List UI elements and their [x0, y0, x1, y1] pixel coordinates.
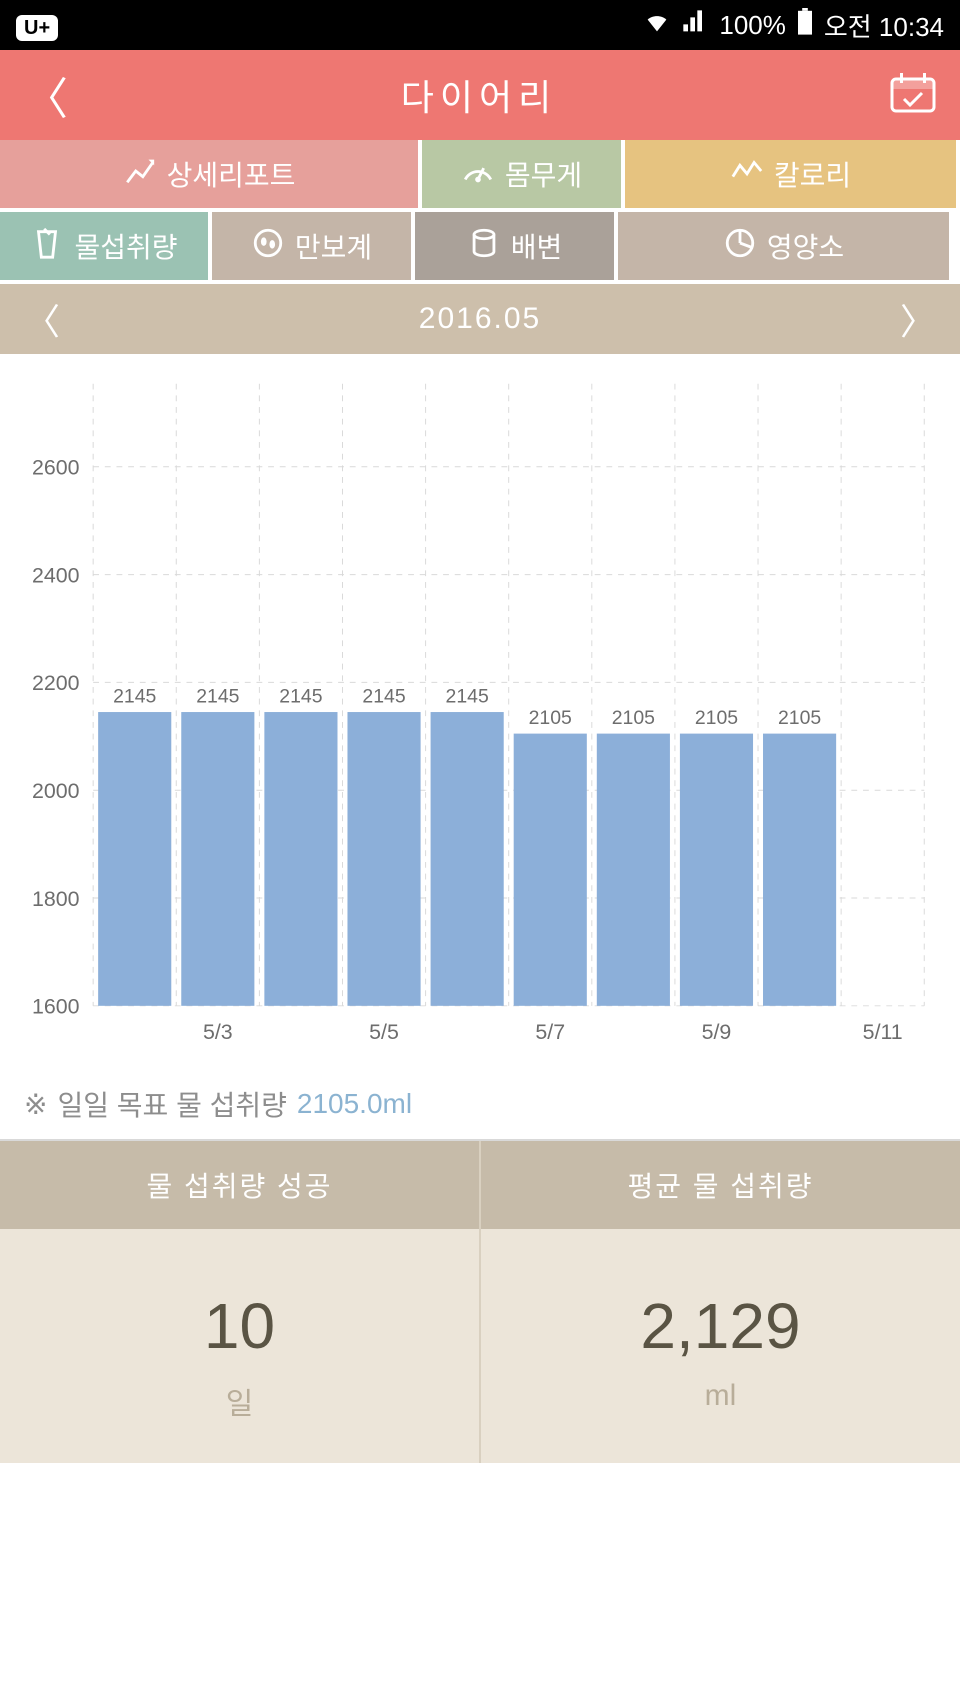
water-intake-chart: 1600 1800 2000 2200 2400 2600 2145 2145 2145 2145… [0, 354, 960, 1069]
svg-text:5/11: 5/11 [863, 1020, 903, 1044]
svg-text:2105: 2105 [695, 707, 738, 729]
tab-row-1: 상세리포트 몸무게 칼로리 [0, 140, 960, 208]
tab-label: 몸무게 [505, 154, 582, 194]
summary-row: 물 섭취량 성공 10 일 평균 물 섭취량 2,129 ml [0, 1141, 960, 1463]
water-icon [30, 226, 64, 267]
tab-metric-0[interactable]: 물섭취량 [0, 212, 208, 280]
android-status-bar: U+ 100% 오전 10:34 [0, 0, 960, 50]
svg-text:5/5: 5/5 [369, 1020, 399, 1044]
battery-percent: 100% [719, 10, 786, 41]
chart-svg: 1600 1800 2000 2200 2400 2600 2145 2145 2145 2145… [12, 374, 950, 1069]
summary-success-days: 물 섭취량 성공 10 일 [0, 1141, 479, 1463]
summary-avg-title: 평균 물 섭취량 [481, 1141, 960, 1229]
next-period-button[interactable]: 〉 [900, 293, 936, 345]
summary-avg-unit: ml [481, 1379, 960, 1413]
tab-label: 만보계 [295, 226, 372, 266]
calendar-icon [890, 73, 936, 113]
svg-text:2000: 2000 [32, 779, 80, 803]
nutrient-icon [723, 226, 757, 267]
prev-period-button[interactable]: 〈 [24, 293, 60, 345]
wifi-icon [643, 8, 671, 43]
summary-success-title: 물 섭취량 성공 [0, 1141, 479, 1229]
page-title: 다이어리 [68, 69, 890, 121]
tab-metric-2[interactable]: 배변 [415, 212, 614, 280]
tab-metric-1[interactable]: 만보계 [212, 212, 411, 280]
svg-text:1800: 1800 [32, 887, 80, 911]
goal-value: 2105.0ml [297, 1088, 412, 1120]
back-button[interactable]: 〈 [24, 63, 68, 127]
svg-text:5/7: 5/7 [535, 1020, 565, 1044]
svg-text:2105: 2105 [778, 707, 821, 729]
svg-text:2600: 2600 [32, 456, 80, 480]
bar [763, 734, 836, 1006]
bar [181, 712, 254, 1006]
bar [264, 712, 337, 1006]
tab-report-0[interactable]: 상세리포트 [0, 140, 418, 208]
svg-text:5/9: 5/9 [702, 1020, 732, 1044]
tab-report-2[interactable]: 칼로리 [625, 140, 956, 208]
svg-text:1600: 1600 [32, 995, 80, 1019]
calendar-button[interactable] [890, 73, 936, 118]
carrier: U+ [16, 10, 58, 41]
summary-success-value: 10 [0, 1289, 479, 1363]
svg-text:2145: 2145 [113, 685, 156, 707]
tab-report-1[interactable]: 몸무게 [422, 140, 621, 208]
bar [98, 712, 171, 1006]
svg-text:2145: 2145 [196, 685, 239, 707]
status-time: 오전 10:34 [824, 7, 944, 44]
status-right: 100% 오전 10:34 [643, 7, 944, 44]
tab-label: 상세리포트 [167, 154, 296, 194]
weight-icon [461, 154, 495, 195]
goal-label: 일일 목표 물 섭취량 [57, 1084, 286, 1124]
app-header: 〈 다이어리 [0, 50, 960, 140]
tab-label: 물섭취량 [74, 226, 177, 266]
summary-avg-intake: 평균 물 섭취량 2,129 ml [481, 1141, 960, 1463]
tab-label: 칼로리 [774, 154, 851, 194]
bar [347, 712, 420, 1006]
tab-metric-3[interactable]: 영양소 [618, 212, 949, 280]
svg-text:2145: 2145 [446, 685, 489, 707]
period-nav: 〈 2016.05 〉 [0, 284, 960, 354]
calorie-icon [730, 154, 764, 195]
carrier-badge: U+ [16, 15, 58, 41]
bar [680, 734, 753, 1006]
steps-icon [251, 226, 285, 267]
summary-success-unit: 일 [0, 1379, 479, 1423]
svg-text:2200: 2200 [32, 671, 80, 695]
svg-text:5/3: 5/3 [203, 1020, 233, 1044]
asterisk-icon: ※ [24, 1088, 47, 1121]
period-label: 2016.05 [60, 302, 900, 336]
svg-text:2105: 2105 [612, 707, 655, 729]
bar [597, 734, 670, 1006]
bar [514, 734, 587, 1006]
svg-text:2105: 2105 [529, 707, 572, 729]
svg-text:2400: 2400 [32, 563, 80, 587]
battery-icon [796, 8, 814, 43]
daily-goal-row: ※ 일일 목표 물 섭취량 2105.0ml [0, 1069, 960, 1141]
bar [431, 712, 504, 1006]
tab-row-2: 물섭취량 만보계 배변 영양소 [0, 212, 960, 280]
signal-icon [681, 8, 709, 43]
report-icon [123, 154, 157, 195]
bowel-icon [467, 226, 501, 267]
svg-text:2145: 2145 [362, 685, 405, 707]
tab-label: 배변 [511, 226, 563, 266]
tab-label: 영양소 [767, 226, 844, 266]
summary-avg-value: 2,129 [481, 1289, 960, 1363]
svg-text:2145: 2145 [279, 685, 322, 707]
